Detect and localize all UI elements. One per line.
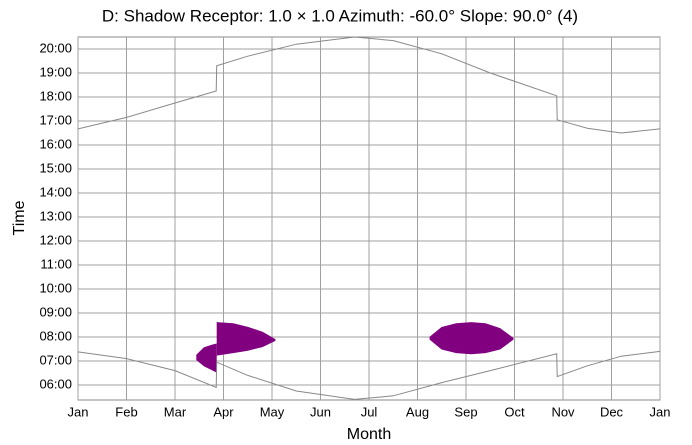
chart-title: D: Shadow Receptor: 1.0 × 1.0 Azimuth: -… bbox=[102, 6, 578, 25]
y-tick-label: 06:00 bbox=[39, 376, 72, 391]
x-tick-label: May bbox=[260, 404, 285, 419]
shadow-area bbox=[216, 322, 276, 356]
x-tick-label: Jun bbox=[310, 404, 331, 419]
y-tick-label: 12:00 bbox=[39, 232, 72, 247]
x-tick-label: Oct bbox=[504, 404, 525, 419]
sun-line bbox=[77, 350, 661, 400]
y-tick-label: 07:00 bbox=[39, 352, 72, 367]
shadow-area bbox=[429, 322, 514, 355]
y-tick-label: 18:00 bbox=[39, 88, 72, 103]
x-tick-label: Dec bbox=[600, 404, 624, 419]
y-tick-label: 17:00 bbox=[39, 112, 72, 127]
sun-line bbox=[77, 36, 661, 134]
x-tick-label: Jan bbox=[68, 404, 89, 419]
y-axis-label: Time bbox=[11, 200, 28, 235]
x-tick-label: Feb bbox=[115, 404, 137, 419]
x-tick-label: Jul bbox=[361, 404, 378, 419]
y-tick-label: 14:00 bbox=[39, 184, 72, 199]
y-tick-label: 19:00 bbox=[39, 64, 72, 79]
y-tick-label: 16:00 bbox=[39, 136, 72, 151]
x-axis-label: Month bbox=[347, 426, 391, 443]
y-tick-label: 08:00 bbox=[39, 328, 72, 343]
y-tick-label: 10:00 bbox=[39, 280, 72, 295]
y-tick-label: 09:00 bbox=[39, 304, 72, 319]
x-tick-label: Jan bbox=[650, 404, 671, 419]
x-tick-label: Mar bbox=[164, 404, 187, 419]
x-tick-label: Apr bbox=[213, 404, 234, 419]
x-tick-label: Aug bbox=[406, 404, 429, 419]
y-tick-label: 20:00 bbox=[39, 40, 72, 55]
x-tick-label: Nov bbox=[551, 404, 575, 419]
y-tick-label: 11:00 bbox=[40, 256, 72, 271]
y-tick-label: 15:00 bbox=[39, 160, 72, 175]
y-tick-label: 13:00 bbox=[39, 208, 72, 223]
x-tick-label: Sep bbox=[454, 404, 477, 419]
